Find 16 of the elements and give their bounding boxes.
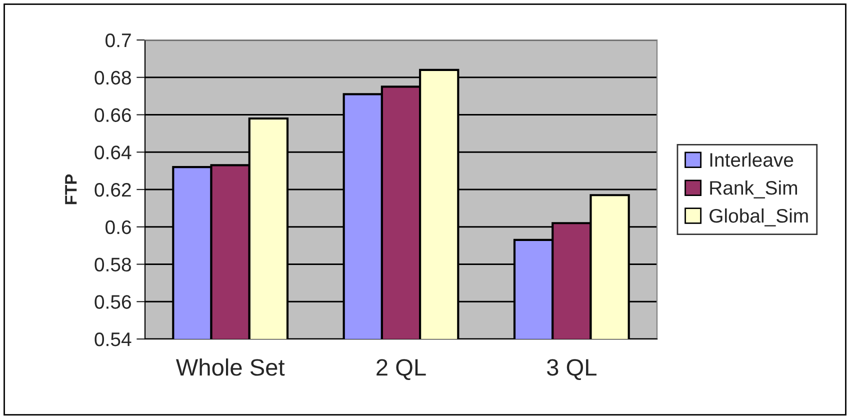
x-tick-label: 3 QL bbox=[546, 359, 596, 380]
legend-label: Global_Sim bbox=[710, 208, 808, 226]
legend-label: Interleave bbox=[710, 152, 794, 167]
y-tick-label: 0.58 bbox=[94, 258, 131, 272]
y-tick-label: 0.62 bbox=[94, 182, 131, 197]
y-tick-label: 0.6 bbox=[106, 220, 131, 234]
y-tick-label: 0.66 bbox=[94, 108, 131, 122]
y-tick-label: 0.7 bbox=[106, 33, 131, 48]
x-tick-label: Whole Set bbox=[176, 358, 285, 376]
y-tick-label: 0.54 bbox=[94, 332, 132, 346]
x-tick-label: 2 QL bbox=[376, 359, 426, 380]
y-tick-label: 0.68 bbox=[94, 70, 131, 85]
y-tick-label: 0.64 bbox=[94, 146, 132, 160]
y-axis-title: FTP bbox=[65, 174, 77, 204]
legend-label: Rank_Sim bbox=[710, 180, 797, 198]
y-tick-label: 0.56 bbox=[94, 295, 131, 309]
